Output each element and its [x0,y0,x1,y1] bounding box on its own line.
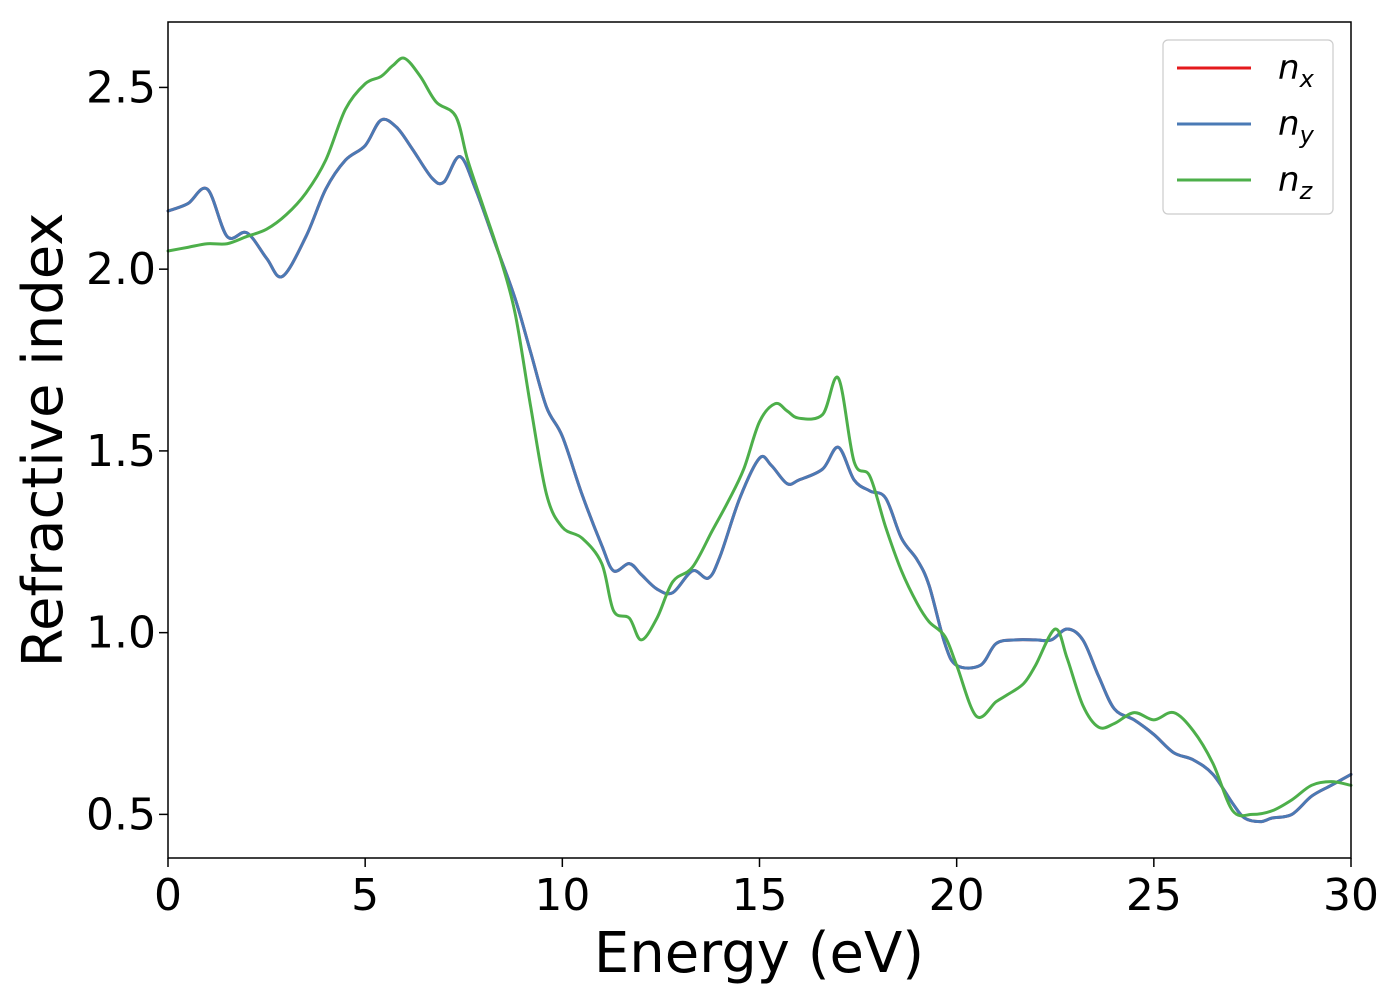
series-line-nz [166,56,1353,818]
legend-items: nx ny nz [1177,48,1315,205]
y-tick-label: 1.5 [86,426,156,477]
legend-label-nz: nz [1278,160,1314,205]
x-tick-label: 25 [1126,870,1182,921]
series-line-ny [166,117,1353,824]
x-tick-label: 10 [534,870,590,921]
x-tick-label: 30 [1323,870,1379,921]
x-tick-label: 20 [929,870,985,921]
x-tick-label: 0 [154,870,182,921]
y-axis-ticks: 0.5 1.0 1.5 2.0 2.5 [86,62,168,840]
legend-label-nx: nx [1278,48,1315,93]
x-tick-label: 15 [732,870,788,921]
x-tick-label: 5 [351,870,379,921]
series-layer [166,56,1353,824]
x-axis-ticks: 0 5 10 15 20 25 30 [154,858,1379,921]
y-axis-title: Refractive index [11,213,76,668]
y-tick-label: 1.0 [86,608,156,659]
series-line-nx [166,117,1353,824]
y-tick-label: 2.0 [86,244,156,295]
legend-frame [1162,39,1334,215]
y-tick-label: 2.5 [86,62,156,113]
legend: nx ny nz [1162,39,1334,215]
y-tick-label: 0.5 [86,789,156,840]
x-axis-title: Energy (eV) [594,921,924,986]
legend-label-ny: ny [1278,104,1315,149]
